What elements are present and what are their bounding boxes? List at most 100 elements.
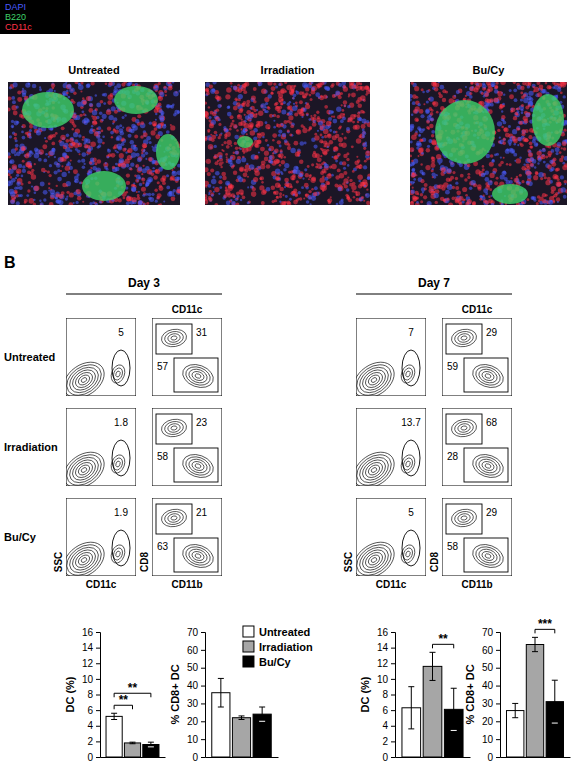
- stain-dot: [279, 82, 283, 86]
- stain-dot: [90, 157, 94, 161]
- b220-follicle: [82, 171, 126, 201]
- stain-dot: [260, 176, 264, 180]
- stain-dot: [308, 118, 311, 121]
- stain-dot: [221, 144, 223, 146]
- stain-dot: [362, 119, 367, 124]
- stain-dot: [148, 197, 151, 200]
- stain-dot: [254, 144, 258, 148]
- stain-dot: [92, 116, 97, 121]
- stain-dot: [325, 181, 329, 185]
- stain-dot: [110, 131, 114, 135]
- stain-dot: [226, 201, 231, 205]
- stain-dot: [225, 129, 228, 132]
- stain-dot: [233, 86, 237, 90]
- stain-dot: [66, 84, 71, 89]
- stain-dot: [65, 155, 69, 159]
- stain-dot: [62, 183, 67, 188]
- stain-dot: [334, 147, 338, 151]
- stain-dot: [260, 132, 265, 137]
- stain-dot: [24, 153, 29, 158]
- stain-dot: [116, 151, 118, 153]
- stain-dot: [297, 154, 300, 157]
- stain-dot: [299, 100, 303, 104]
- stain-dot: [239, 167, 244, 172]
- stain-dot: [238, 94, 243, 99]
- stain-dot: [86, 83, 90, 87]
- stain-dot: [10, 199, 15, 204]
- stain-dot: [296, 166, 299, 169]
- stain-dot: [254, 155, 259, 160]
- stain-dot: [139, 183, 142, 186]
- stain-dot: [56, 199, 61, 204]
- stain-dot: [324, 145, 326, 147]
- stain-dot: [364, 160, 367, 163]
- stain-dot: [34, 163, 36, 165]
- stain-dot: [341, 133, 343, 135]
- stain-dot: [287, 183, 292, 188]
- stain-dot: [306, 114, 308, 116]
- stain-dot: [169, 191, 174, 196]
- stain-dot: [228, 160, 233, 165]
- stain-dot: [527, 149, 531, 153]
- stain-dot: [333, 116, 335, 118]
- stain-dot: [210, 169, 214, 173]
- stain-dot: [361, 196, 364, 199]
- stain-dot: [152, 161, 155, 164]
- stain-dot: [286, 200, 290, 204]
- stain-dot: [102, 114, 107, 119]
- stain-dot: [230, 199, 232, 201]
- stain-dot: [344, 136, 347, 139]
- stain-dot: [297, 198, 299, 200]
- stain-dot: [104, 166, 108, 170]
- stain-dot: [287, 130, 290, 133]
- stain-dot: [227, 106, 230, 109]
- stain-dot: [72, 128, 74, 130]
- stain-dot: [142, 194, 145, 197]
- stain-dot: [77, 150, 81, 154]
- stain-dot: [48, 156, 50, 158]
- stain-dot: [310, 98, 313, 101]
- stain-dot: [27, 171, 31, 175]
- stain-dot: [277, 154, 281, 158]
- stain-dot: [82, 201, 84, 203]
- stain-dot: [358, 135, 361, 138]
- stain-dot: [556, 167, 560, 171]
- stain-dot: [431, 163, 436, 168]
- stain-dot: [205, 199, 208, 204]
- stain-dot: [22, 165, 25, 168]
- stain-dot: [273, 114, 276, 117]
- stain-dot: [135, 119, 139, 123]
- stain-dot: [22, 160, 25, 163]
- stain-dot: [366, 201, 370, 205]
- stain-dot: [310, 203, 312, 205]
- stain-dot: [265, 124, 270, 129]
- stain-dot: [82, 97, 84, 99]
- stain-dot: [250, 130, 255, 135]
- stain-dot: [137, 167, 142, 172]
- stain-dot: [513, 82, 517, 84]
- stain-dot: [38, 158, 42, 162]
- stain-dot: [329, 122, 331, 124]
- stain-dot: [282, 201, 286, 205]
- stain-dot: [276, 177, 279, 180]
- stain-dot: [91, 125, 93, 127]
- stain-dot: [410, 155, 412, 158]
- stain-dot: [79, 182, 82, 185]
- stain-dot: [312, 120, 314, 122]
- stain-dot: [267, 82, 272, 86]
- stain-dot: [176, 189, 180, 194]
- stain-dot: [39, 200, 41, 202]
- stain-dot: [218, 118, 221, 121]
- stain-dot: [21, 131, 24, 134]
- stain-dot: [73, 91, 76, 94]
- stain-dot: [218, 193, 220, 195]
- stain-dot: [230, 184, 234, 188]
- stain-dot: [332, 156, 334, 158]
- stain-dot: [271, 185, 275, 189]
- stain-dot: [503, 93, 505, 95]
- stain-dot: [138, 201, 143, 205]
- stain-dot: [50, 189, 55, 194]
- stain-dot: [100, 119, 104, 123]
- stain-dot: [237, 84, 240, 87]
- stain-dot: [279, 145, 282, 148]
